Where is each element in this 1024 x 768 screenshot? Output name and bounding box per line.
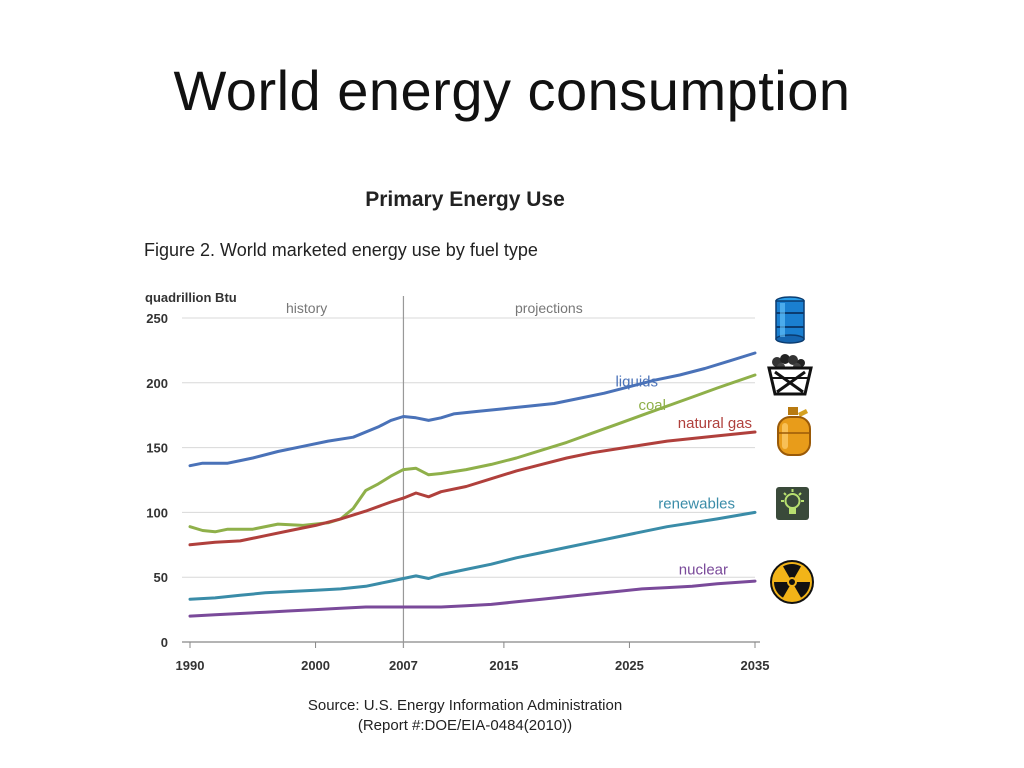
labels: 0 50 100 150 200 250 1990 2000 2007 2015 2025 2035 l…: [146, 311, 769, 673]
source-line-2: (Report #:DOE/EIA-0484(2010)): [357, 717, 573, 734]
gas-canister-icon: [777, 407, 811, 456]
series-label-renewables: renewables: [658, 496, 735, 513]
y-tick-label: 100: [146, 505, 168, 520]
x-tick-label: 2015: [489, 658, 518, 673]
series-label-coal: coal: [638, 397, 666, 414]
coal-cart-icon: [767, 354, 813, 396]
series-label-nuclear: nuclear: [679, 562, 728, 579]
series-line-liquids: [188, 351, 757, 468]
series-lines: [188, 351, 757, 618]
source-note: Source: U.S. Energy Information Administ…: [250, 696, 680, 736]
y-tick-label: 250: [146, 311, 168, 326]
x-tick-label: 2007: [389, 658, 418, 673]
projections-annotation: projections: [515, 300, 583, 316]
series-label-liquids: liquids: [615, 374, 658, 391]
history-annotation: history: [286, 300, 327, 316]
series-line-coal: [188, 373, 757, 534]
source-line-1: Source: U.S. Energy Information Administ…: [307, 697, 623, 714]
y-tick-label: 0: [161, 635, 168, 650]
oil-barrel-icon: [775, 296, 805, 344]
axes: [182, 296, 760, 648]
x-tick-label: 2035: [741, 658, 770, 673]
chart-caption: Figure 2. World marketed energy use by f…: [144, 240, 538, 260]
chart-title: Primary Energy Use: [365, 188, 565, 211]
radiation-icon: [770, 560, 814, 604]
light-bulb-icon: [776, 487, 809, 520]
x-tick-label: 2000: [301, 658, 330, 673]
gridlines: [182, 317, 755, 578]
slide-title: World energy consumption: [173, 59, 851, 122]
x-tick-label: 2025: [615, 658, 644, 673]
y-tick-label: 200: [146, 376, 168, 391]
x-tick-label: 1990: [176, 658, 205, 673]
series-label-natural-gas: natural gas: [678, 415, 752, 432]
y-tick-label: 150: [146, 441, 168, 456]
series-line-nuclear: [188, 579, 757, 618]
series-line-renewables: [188, 510, 757, 601]
y-tick-label: 50: [154, 570, 168, 585]
y-axis-unit-label: quadrillion Btu: [145, 290, 237, 305]
series-line-natural-gas: [188, 430, 757, 547]
